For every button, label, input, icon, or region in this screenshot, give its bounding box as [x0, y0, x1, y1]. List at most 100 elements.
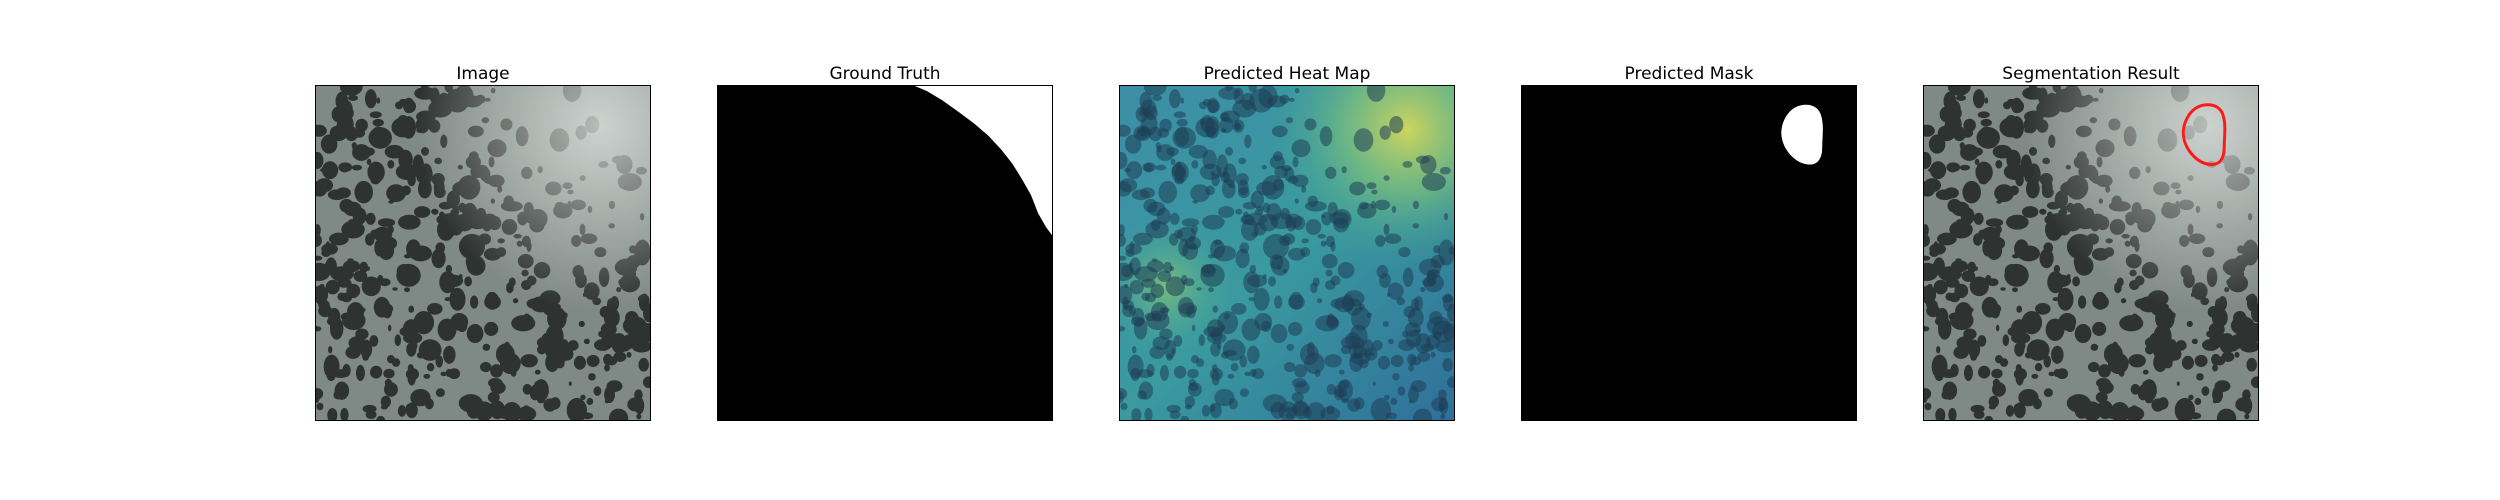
texture-spot — [1247, 274, 1268, 288]
texture-spot — [1288, 321, 1303, 337]
texture-spot — [1131, 408, 1142, 420]
texture-spot — [1371, 189, 1378, 195]
texture-spot — [1169, 89, 1181, 109]
texture-spot — [1120, 326, 1126, 332]
texture-spot — [1291, 378, 1307, 388]
texture-spot — [1390, 397, 1398, 406]
texture-spot — [1120, 234, 1126, 247]
texture-spot — [1161, 307, 1170, 313]
texture-spot — [1304, 201, 1327, 212]
texture-spot — [1301, 185, 1307, 193]
texture-spot — [1200, 263, 1225, 287]
texture-spot — [1220, 110, 1240, 123]
texture-spot — [1435, 340, 1454, 353]
texture-spot — [1184, 404, 1192, 410]
texture-spot — [1392, 373, 1400, 381]
segmentation-overlay-image — [1924, 86, 2258, 420]
texture-spot — [1415, 155, 1430, 164]
texture-spot — [1276, 265, 1282, 270]
texture-spot — [1387, 338, 1394, 345]
texture-spot — [1241, 92, 1255, 111]
texture-spot — [1267, 95, 1287, 108]
panel-predicted-mask: Predicted Mask — [1521, 63, 1857, 421]
texture-spot — [1420, 286, 1426, 293]
texture-spot — [1414, 328, 1421, 333]
texture-spot — [1397, 386, 1406, 396]
texture-spot — [1271, 125, 1288, 138]
texture-spot — [1133, 317, 1148, 340]
texture-spot — [1200, 115, 1214, 133]
texture-spot — [1284, 361, 1296, 373]
texture-spot — [1120, 402, 1128, 411]
texture-spot — [1374, 199, 1390, 211]
texture-spot — [1230, 363, 1239, 372]
texture-spot — [1330, 298, 1348, 309]
texture-spot — [1146, 310, 1170, 331]
texture-spot — [1152, 95, 1163, 102]
panel-segmentation-result: Segmentation Result — [1923, 63, 2259, 421]
texture-spot — [1191, 159, 1199, 169]
texture-spot — [1396, 297, 1406, 306]
texture-spot — [1169, 410, 1181, 420]
texture-spot — [1349, 342, 1364, 359]
texture-spot — [1438, 239, 1454, 266]
texture-spot — [1181, 218, 1200, 227]
panel-heat-map: Predicted Heat Map — [1119, 63, 1455, 421]
texture-spot — [1120, 285, 1133, 305]
texture-spot — [1442, 357, 1454, 372]
texture-spot — [1187, 368, 1199, 379]
texture-spot — [1321, 211, 1332, 226]
texture-spot — [1284, 406, 1295, 413]
texture-spot — [1439, 166, 1451, 175]
texture-spot — [1223, 163, 1237, 186]
texture-spot — [1300, 247, 1311, 257]
texture-spot — [1269, 155, 1286, 169]
texture-spot — [1120, 255, 1127, 261]
texture-spot — [1303, 406, 1312, 419]
texture-spot — [1143, 162, 1154, 173]
ground-truth-mask-image — [718, 86, 1052, 420]
texture-spot — [1218, 206, 1235, 218]
texture-spot — [1166, 147, 1179, 156]
texture-spot — [1133, 232, 1153, 246]
texture-spot — [1273, 295, 1283, 309]
texture-spot — [1191, 324, 1196, 332]
texture-spot — [1159, 364, 1169, 382]
texture-spot — [1243, 211, 1249, 218]
panel-title-heat-map: Predicted Heat Map — [1203, 64, 1371, 84]
texture-spot — [1291, 391, 1304, 403]
texture-spot — [1326, 317, 1338, 327]
texture-spot — [1258, 213, 1279, 232]
panel-title-segmentation-result: Segmentation Result — [2002, 64, 2180, 84]
texture-spot — [1412, 200, 1420, 210]
texture-spot — [1179, 302, 1198, 315]
texture-spot — [1421, 172, 1446, 191]
texture-spot — [1385, 412, 1398, 420]
texture-spot — [1198, 334, 1206, 347]
heat-map-image — [1120, 86, 1454, 420]
texture-spot — [1202, 149, 1217, 170]
texture-spot — [1285, 117, 1294, 124]
texture-spot — [1171, 161, 1189, 183]
texture-spot — [1183, 278, 1195, 287]
texture-spot — [1169, 233, 1179, 246]
texture-spot — [1139, 187, 1155, 199]
texture-spot — [1357, 202, 1377, 219]
texture-spot — [1375, 235, 1386, 247]
texture-spot — [1288, 97, 1295, 102]
texture-spot — [1176, 118, 1188, 127]
texture-spot — [1273, 178, 1284, 191]
texture-spot — [1430, 351, 1436, 358]
texture-spot — [1164, 339, 1177, 359]
texture-spot — [1334, 388, 1348, 398]
texture-spot — [1202, 214, 1225, 230]
texture-spot — [1368, 352, 1376, 356]
texture-spot — [1208, 287, 1215, 293]
texture-spot — [1240, 218, 1259, 241]
texture-spot — [1282, 268, 1287, 273]
texture-spot — [1319, 126, 1333, 147]
texture-spot — [1382, 320, 1389, 328]
texture-spot — [1218, 86, 1241, 100]
texture-spot — [1384, 233, 1402, 244]
texture-spot — [1156, 145, 1162, 153]
